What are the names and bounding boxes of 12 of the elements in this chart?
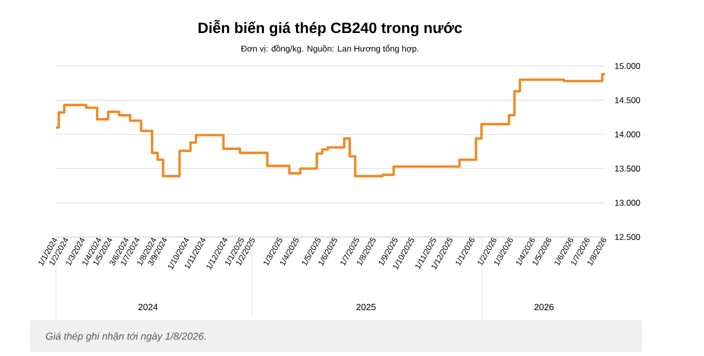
y-tick-label: 14.000 xyxy=(615,131,640,138)
text: 2024 xyxy=(138,304,158,310)
y-tick-label: 13.000 xyxy=(615,200,640,206)
text: 2026 xyxy=(534,304,554,310)
chart-title: Diễn biến giá thép CB240 trong nước xyxy=(198,20,462,36)
text: Giá thép ghi nhận tới ngày 1/8/2026. xyxy=(46,332,206,342)
chart-subtitle: Đơn vị: đồng/kg. Nguồn: Lan Hương tổng hợp. xyxy=(240,44,418,54)
y-tick-label: 13.500 xyxy=(615,166,640,172)
y-tick-label: 15.000 xyxy=(615,63,640,69)
text: 2025 xyxy=(356,304,376,310)
y-tick-label: 14.500 xyxy=(615,97,640,104)
y-tick-label: 12.500 xyxy=(615,234,640,240)
